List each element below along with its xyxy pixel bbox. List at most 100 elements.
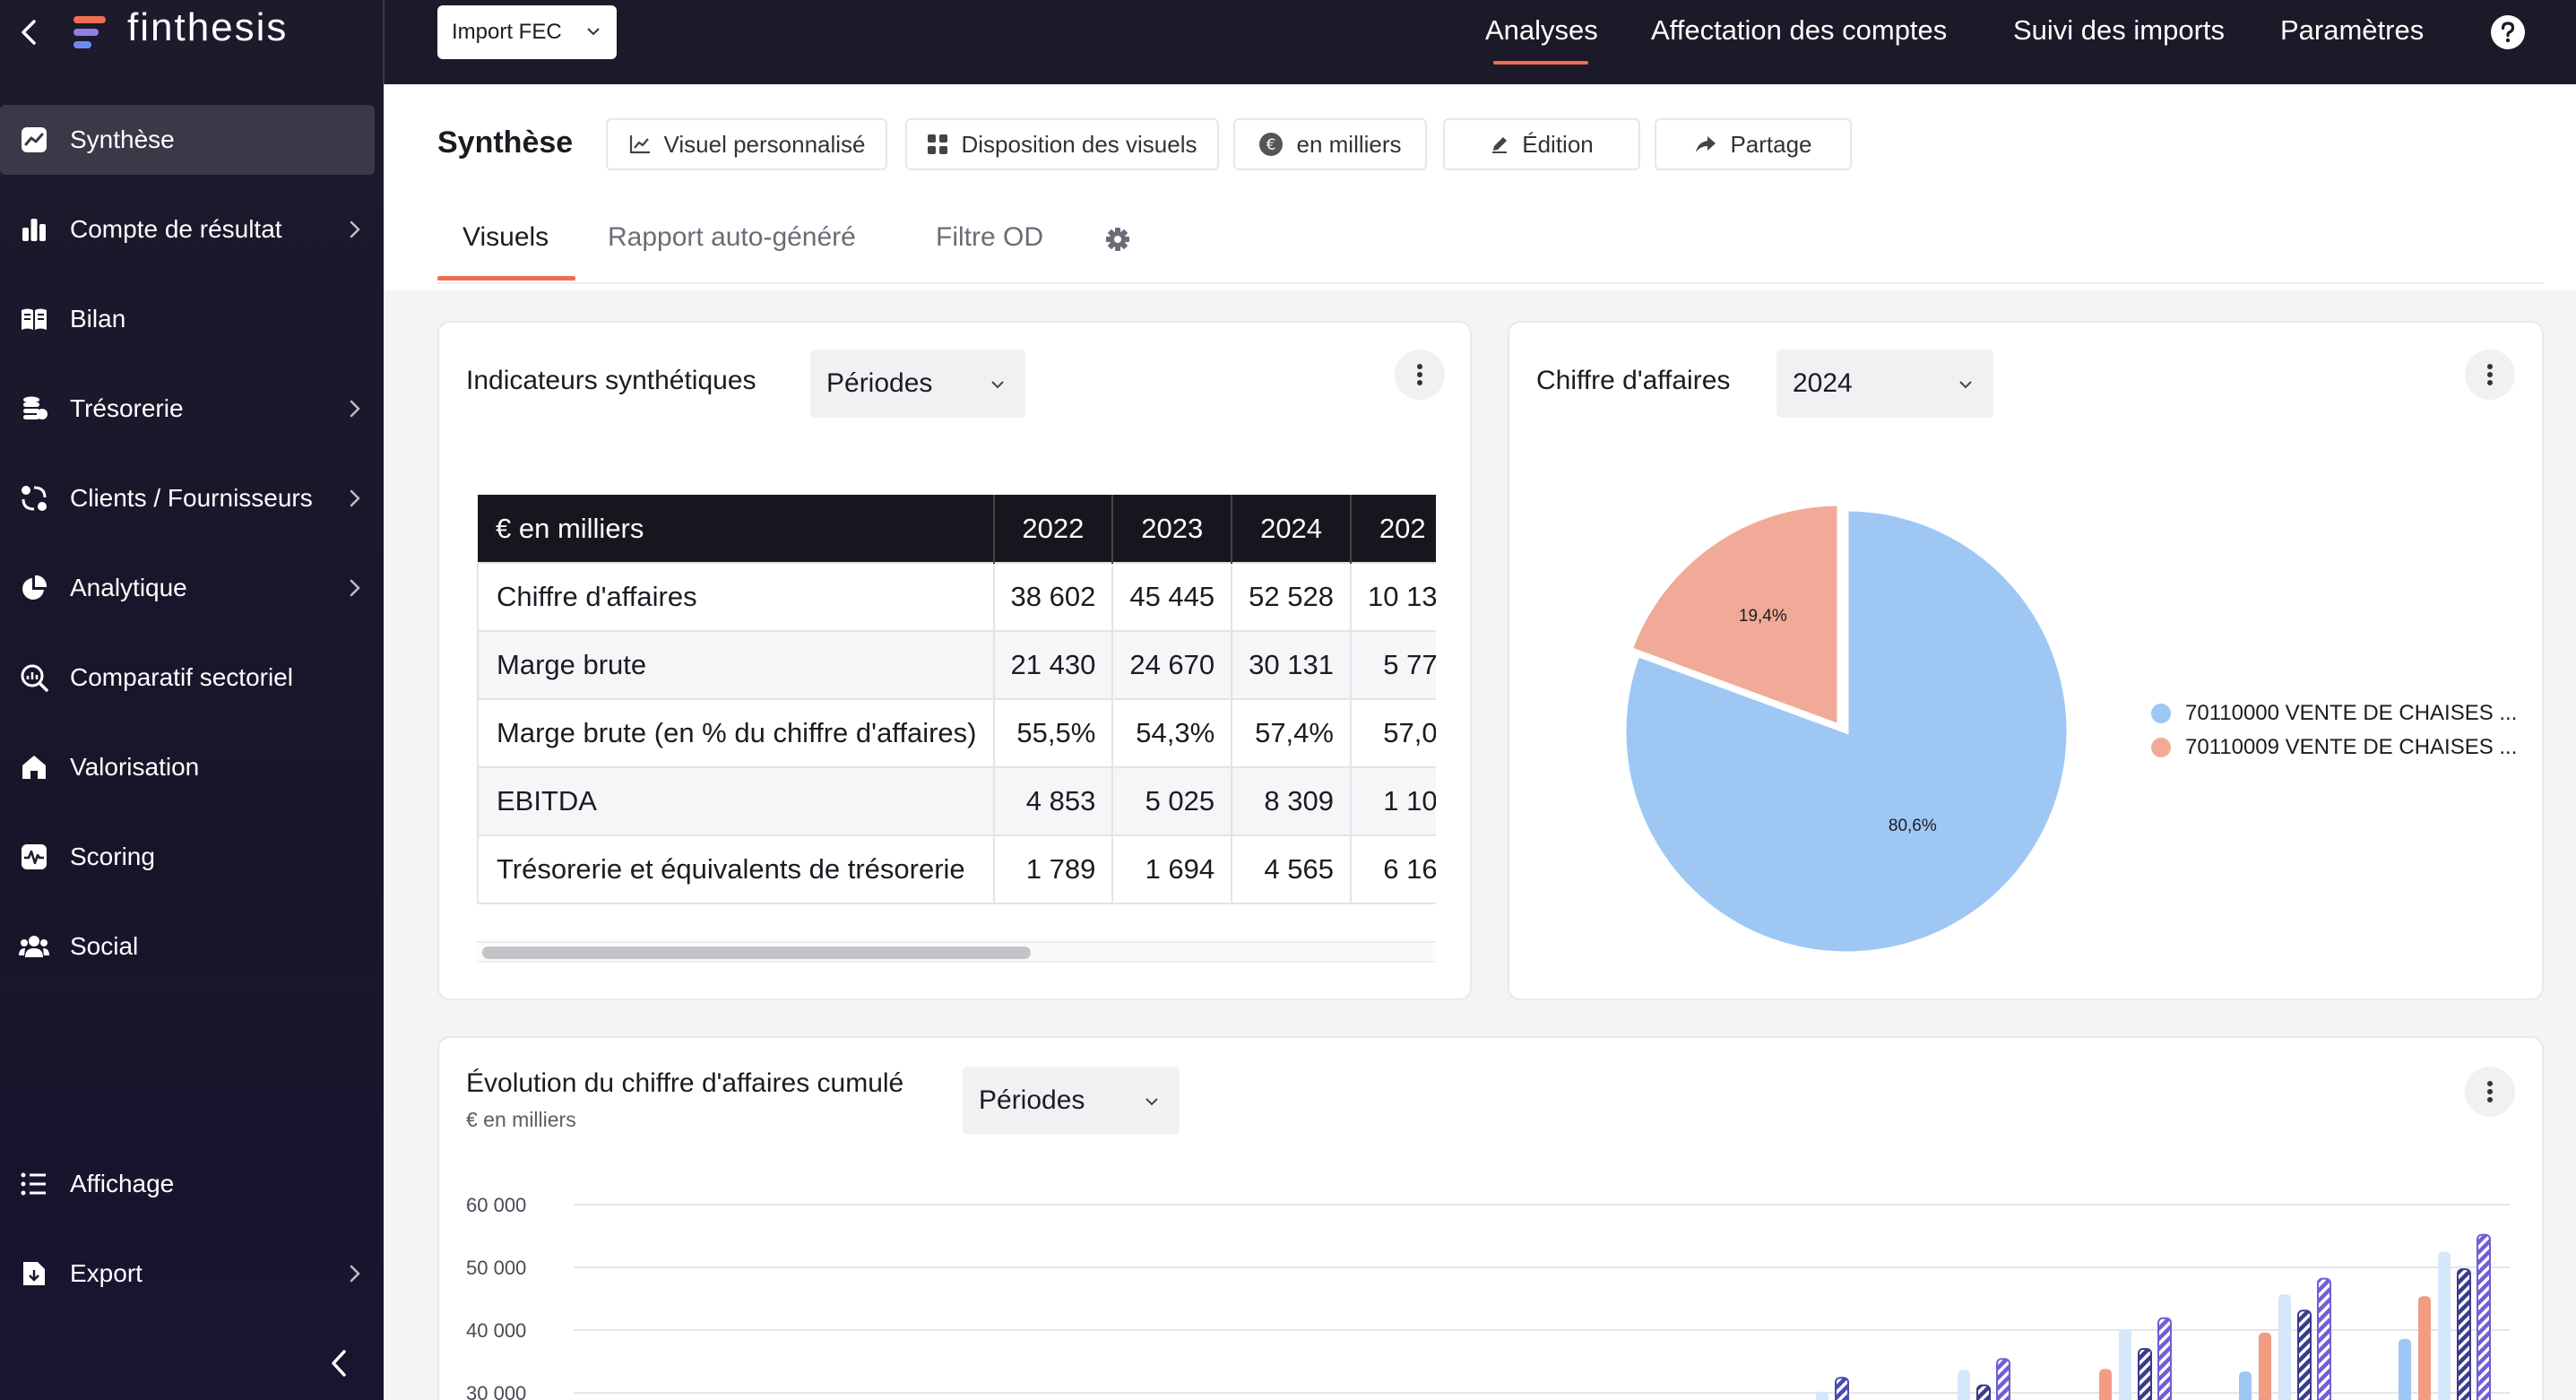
topnav-parametres[interactable]: Paramètres [2280,14,2425,46]
kpi-cell: 57,0 [1349,698,1436,768]
gear-icon[interactable] [1104,226,1131,253]
chart-bar[interactable] [2157,1317,2172,1400]
tab-visuels[interactable]: Visuels [462,222,549,252]
topnav-suivi-imports[interactable]: Suivi des imports [2013,14,2226,46]
finthesis-logo-icon [73,16,106,48]
chart-bar[interactable] [2138,1348,2152,1400]
chevron-right-icon [350,400,360,418]
chart-bar[interactable] [2317,1277,2331,1400]
tab-filtre-od[interactable]: Filtre OD [936,222,1043,252]
topnav-analyses[interactable]: Analyses [1485,14,1598,46]
pie-slice[interactable] [1621,506,2071,956]
sidebar-item-social[interactable]: Social [0,912,384,981]
import-fec-label: Import FEC [452,20,562,44]
chevron-down-icon [991,381,1004,389]
units-label: en milliers [1296,130,1402,158]
chart-bar[interactable] [1996,1358,2010,1400]
kpi-cell: 10 13 [1349,562,1436,632]
chart-bar[interactable] [2477,1233,2491,1400]
chart-bar[interactable] [2418,1296,2431,1400]
sidebar-item-valorisation[interactable]: Valorisation [0,732,384,802]
chart-bar[interactable] [1958,1370,1970,1400]
sidebar-item-compte-de-resultat[interactable]: Compte de résultat [0,194,384,264]
revenue-year-select[interactable]: 2024 [1776,350,1993,418]
sidebar-item-label: Scoring [70,843,155,870]
chart-bar[interactable] [1816,1391,1828,1400]
grid-icon [928,134,948,154]
sidebar-item-affichage[interactable]: Affichage [0,1149,384,1219]
legend-swatch [2151,738,2171,757]
layout-visuals-button[interactable]: Disposition des visuels [905,118,1219,170]
book-icon [18,303,50,335]
sidebar-item-clients-fournisseurs[interactable]: Clients / Fournisseurs [0,463,384,533]
chart-bar[interactable] [2297,1309,2312,1400]
sidebar-item-label: Synthèse [70,125,175,153]
kpi-cell: 54,3% [1111,698,1233,768]
export-icon [18,1257,50,1290]
evolution-period-select[interactable]: Périodes [963,1067,1180,1135]
evolution-card-menu-button[interactable] [2465,1067,2515,1117]
kpi-cell: 21 430 [992,630,1114,700]
kpi-col-2025: 202 [1350,495,1436,563]
app-logo-text: finthesis [127,5,289,49]
sidebar-item-scoring[interactable]: Scoring [0,822,384,892]
people-cycle-icon [18,482,50,514]
chart-bar[interactable] [2119,1329,2131,1400]
chart-bar[interactable] [2457,1268,2471,1400]
edit-button[interactable]: Édition [1443,118,1640,170]
evolution-card [437,1036,2544,1400]
sidebar-item-label: Trésorerie [70,394,184,422]
kpi-table-header-row: € en milliers 2022 2023 2024 202 [478,495,1436,563]
share-button[interactable]: Partage [1655,118,1852,170]
table-row: Marge brute 21 430 24 670 30 131 5 77 [477,630,1436,700]
sidebar-item-analytique[interactable]: Analytique [0,553,384,623]
sidebar-item-tresorerie[interactable]: Trésorerie [0,374,384,444]
chevron-down-icon [1959,381,1972,389]
pencil-icon [1492,137,1508,153]
legend-item[interactable]: 70110009 VENTE DE CHAISES ... [2151,735,2517,760]
sidebar-item-comparatif-sectoriel[interactable]: Comparatif sectoriel [0,643,384,713]
list-icon [18,1168,50,1200]
kpi-table-scroll-thumb[interactable] [482,946,1031,959]
tab-rapport-auto-genere[interactable]: Rapport auto-généré [608,222,856,252]
kpi-cell: 5 77 [1349,630,1436,700]
revenue-pie-chart: 80,6% 19,4% [1621,501,2071,956]
chart-bar[interactable] [1976,1384,1991,1400]
chart-bar[interactable] [2239,1371,2252,1400]
sidebar-item-synthese[interactable]: Synthèse [0,105,375,175]
revenue-card-menu-button[interactable] [2465,350,2515,400]
back-chevron-icon[interactable] [16,16,43,48]
chart-bar[interactable] [2099,1369,2112,1400]
euro-coin-icon: € [1259,133,1284,156]
kpi-cell: 57,4% [1231,698,1352,768]
sidebar-item-export[interactable]: Export [0,1239,384,1309]
coins-icon [18,393,50,425]
group-icon [18,930,50,963]
kpi-col-2024: 2024 [1232,495,1352,563]
topnav-affectation-comptes[interactable]: Affectation des comptes [1651,14,1948,46]
chart-bar[interactable] [2438,1251,2451,1400]
custom-visual-button[interactable]: Visuel personnalisé [606,118,887,170]
home-icon [18,751,50,783]
chart-bar[interactable] [2259,1332,2271,1400]
page-title: Synthèse [437,125,574,160]
legend-item[interactable]: 70110000 VENTE DE CHAISES ... [2151,701,2517,726]
kpi-card-menu-button[interactable] [1395,350,1445,400]
sidebar-item-bilan[interactable]: Bilan [0,284,384,354]
chart-bar[interactable] [2399,1338,2411,1400]
collapse-sidebar-icon[interactable] [330,1348,350,1378]
topbar-divider [383,0,385,84]
help-icon[interactable] [2490,14,2526,50]
topbar [384,0,2576,84]
bar-chart-icon [18,213,50,246]
import-fec-dropdown[interactable]: Import FEC [437,5,617,59]
sidebar-item-label: Social [70,932,139,960]
kpi-period-select[interactable]: Périodes [810,350,1025,418]
units-button[interactable]: € en milliers [1233,118,1427,170]
tabs-divider [437,282,2544,284]
pie-slice[interactable] [1627,501,1842,730]
chart-bar[interactable] [2278,1294,2291,1400]
chart-bar[interactable] [1835,1377,1849,1400]
sidebar-item-label: Valorisation [70,753,200,781]
kpi-cell: 55,5% [992,698,1114,768]
